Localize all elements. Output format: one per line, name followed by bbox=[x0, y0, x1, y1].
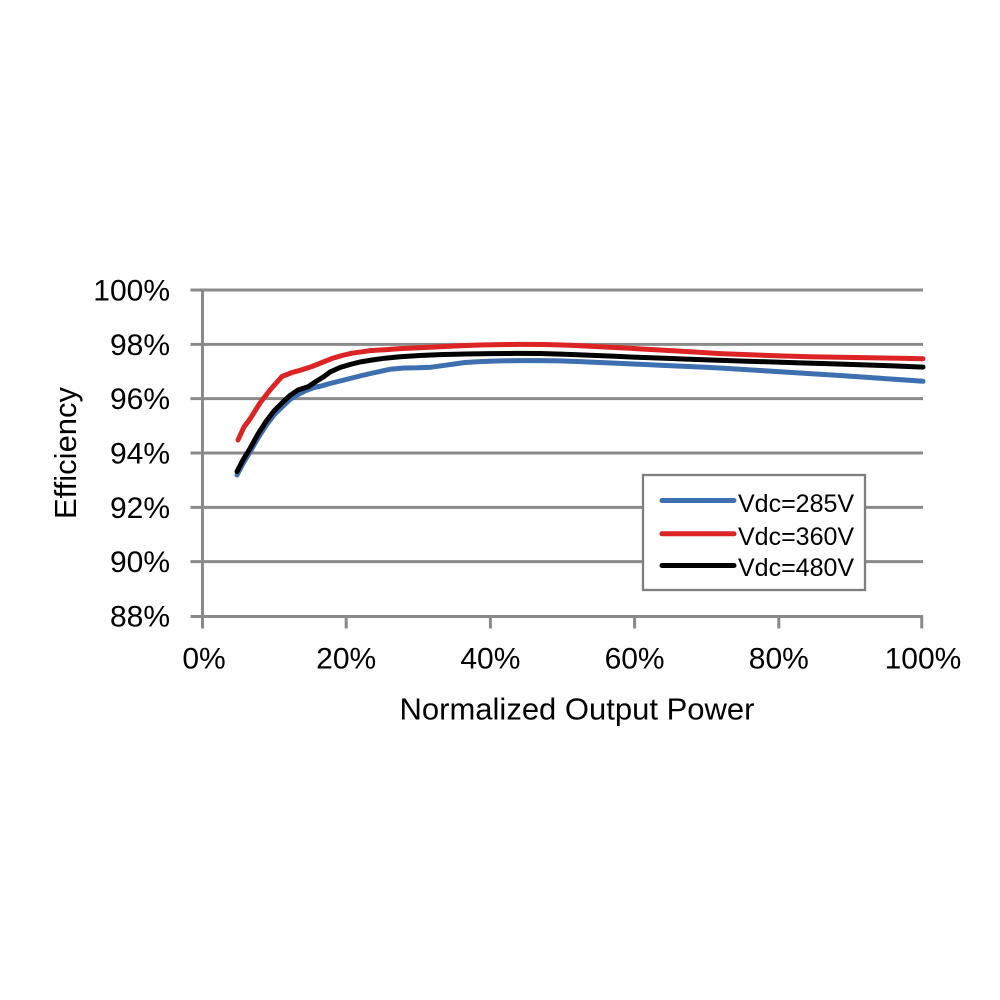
svg-text:80%: 80% bbox=[749, 643, 809, 676]
svg-text:20%: 20% bbox=[316, 643, 376, 676]
svg-text:92%: 92% bbox=[110, 492, 170, 525]
svg-text:Vdc=480V: Vdc=480V bbox=[738, 554, 854, 582]
svg-text:90%: 90% bbox=[110, 546, 170, 579]
svg-text:Efficiency: Efficiency bbox=[48, 386, 83, 519]
svg-text:100%: 100% bbox=[885, 643, 962, 676]
svg-text:Vdc=360V: Vdc=360V bbox=[738, 523, 854, 551]
svg-text:98%: 98% bbox=[110, 329, 170, 362]
svg-text:40%: 40% bbox=[460, 643, 520, 676]
svg-text:96%: 96% bbox=[110, 383, 170, 416]
svg-text:94%: 94% bbox=[110, 438, 170, 471]
svg-text:Normalized Output Power: Normalized Output Power bbox=[400, 692, 755, 727]
svg-text:88%: 88% bbox=[110, 601, 170, 634]
svg-text:0%: 0% bbox=[182, 643, 225, 676]
svg-text:Vdc=285V: Vdc=285V bbox=[738, 490, 854, 518]
svg-text:60%: 60% bbox=[605, 643, 665, 676]
svg-text:100%: 100% bbox=[93, 275, 170, 308]
